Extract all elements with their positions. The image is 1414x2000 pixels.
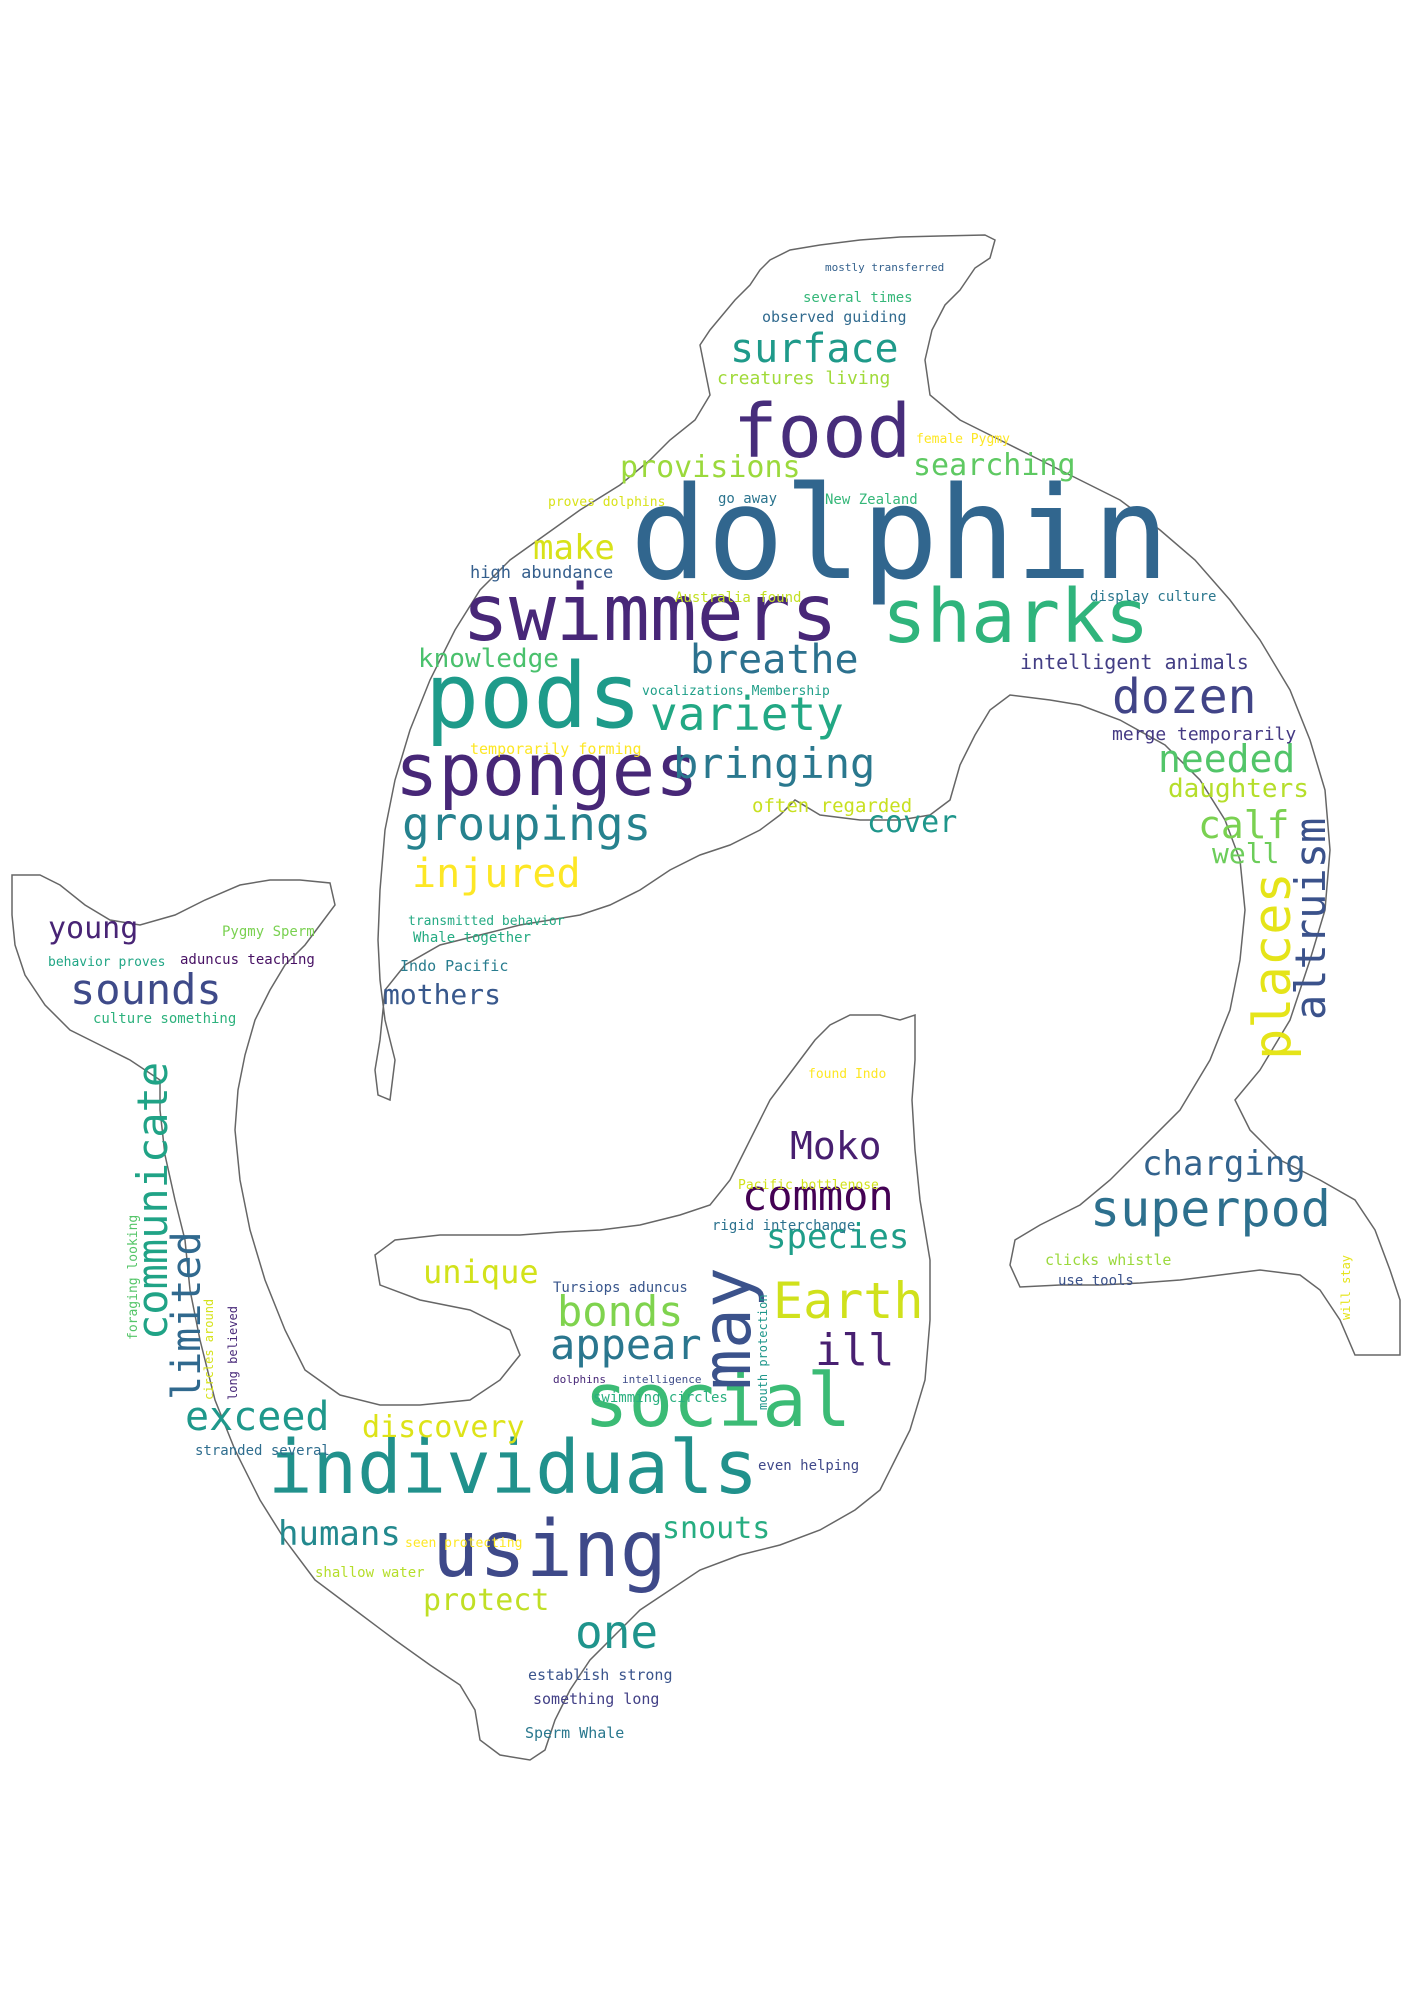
cloud-word: dolphin [630,460,1169,609]
cloud-word: superpod [1090,1180,1331,1238]
lower-dolphin-outline [11,874,931,1761]
cloud-word: social [584,1358,851,1444]
cloud-word: cover [867,805,957,840]
cloud-word: unique [423,1253,539,1291]
cloud-word: sounds [70,965,222,1014]
cloud-word: will stay [1339,1255,1353,1320]
cloud-word: seen protecting [405,1536,522,1551]
cloud-word: snouts [662,1511,770,1546]
cloud-word: altruism [1286,818,1335,1020]
cloud-word: one [575,1605,658,1659]
cloud-word: needed [1158,737,1295,781]
cloud-word: circles around [202,1299,216,1400]
upper-dolphin-outline [374,234,1401,1356]
cloud-word: individuals [268,1425,758,1511]
cloud-word: sharks [882,574,1149,660]
cloud-word: surface [730,326,899,372]
dolphin-outlines [11,234,1401,1761]
cloud-word: often regarded [752,795,912,817]
cloud-word: humans [278,1514,401,1554]
cloud-word: sponges [395,728,698,812]
cloud-word: may [688,1267,767,1390]
cloud-word: appear [550,1320,702,1369]
cloud-word: food [733,389,911,475]
cloud-word: display culture [1090,589,1216,605]
cloud-word: intelligent animals [1020,650,1249,674]
cloud-word: Whale together [413,930,531,946]
cloud-word: Australia found [675,590,801,606]
cloud-word: something long [533,1690,659,1708]
cloud-word: even helping [758,1458,859,1474]
cloud-word: merge temporarily [1112,724,1296,745]
cloud-word: Tursiops aduncus [553,1280,688,1296]
cloud-word: common [742,1171,894,1220]
cloud-word: New Zealand [825,492,918,508]
cloud-word: go away [718,491,777,507]
cloud-word: mothers [383,978,501,1011]
cloud-word: swimmers [462,569,838,659]
cloud-word: female Pygmy [916,432,1010,447]
cloud-word: rigid interchange [712,1218,855,1234]
cloud-word: species [766,1217,909,1257]
cloud-word: dolphins [553,1373,606,1386]
cloud-word: mouth protection [756,1294,770,1410]
cloud-word: young [48,911,138,946]
cloud-word: make [533,528,615,568]
cloud-word: use tools [1058,1273,1134,1289]
cloud-word: several times [803,290,913,306]
cloud-word: communicate [128,1062,177,1340]
cloud-word: Moko [790,1124,882,1168]
cloud-word: mostly transferred [825,261,944,274]
cloud-word: charging [1142,1144,1306,1184]
cloud-word: stranded several [195,1443,330,1459]
cloud-word: intelligence [622,1373,701,1386]
cloud-word: bringing [673,739,875,788]
cloud-word: establish strong [528,1666,673,1684]
cloud-word: long believed [226,1306,240,1400]
cloud-word: vocalizations Membership [642,684,830,699]
cloud-word: Earth [773,1272,924,1330]
cloud-word: observed guiding [762,308,907,326]
cloud-word: provisions [620,450,801,485]
cloud-word: clicks whistle [1045,1251,1171,1269]
cloud-word: calf [1198,803,1290,847]
cloud-word: foraging looking [126,1215,141,1340]
cloud-word: dozen [1112,669,1257,725]
cloud-word: culture something [93,1011,236,1027]
cloud-word: searching [913,448,1076,483]
cloud-word: injured [412,851,581,897]
cloud-word: discovery [362,1410,525,1445]
cloud-word: shallow water [315,1565,425,1581]
cloud-word: Indo Pacific [400,957,508,975]
cloud-word: found Indo [808,1067,886,1082]
cloud-word: places [1243,872,1303,1060]
cloud-word: Sperm Whale [525,1724,624,1742]
cloud-word: proves dolphins [548,495,665,510]
cloud-word: ill [815,1325,894,1376]
cloud-word: behavior proves [48,955,165,970]
cloud-word: groupings [402,797,651,851]
cloud-word: transmitted behavior [408,914,565,929]
cloud-word: using [432,1505,667,1595]
cloud-word: creatures living [717,368,890,389]
cloud-word: variety [650,687,844,741]
cloud-word: knowledge [418,644,559,674]
cloud-word: Pygmy Sperm [222,924,315,940]
cloud-word: bonds [557,1287,683,1336]
cloud-word: swimming circles [593,1390,728,1406]
cloud-word: temporarily forming [470,740,642,758]
cloud-word: protect [423,1583,549,1618]
cloud-word: breathe [690,637,859,683]
cloud-word: high abundance [470,563,613,583]
cloud-word: limited [164,1231,210,1400]
cloud-word: daughters [1168,774,1309,804]
cloud-word: well [1212,837,1279,870]
cloud-word: Pacific bottlenose [738,1178,879,1193]
cloud-word: exceed [185,1394,330,1440]
cloud-word: aduncus teaching [180,952,315,968]
cloud-word: pods [425,644,642,749]
